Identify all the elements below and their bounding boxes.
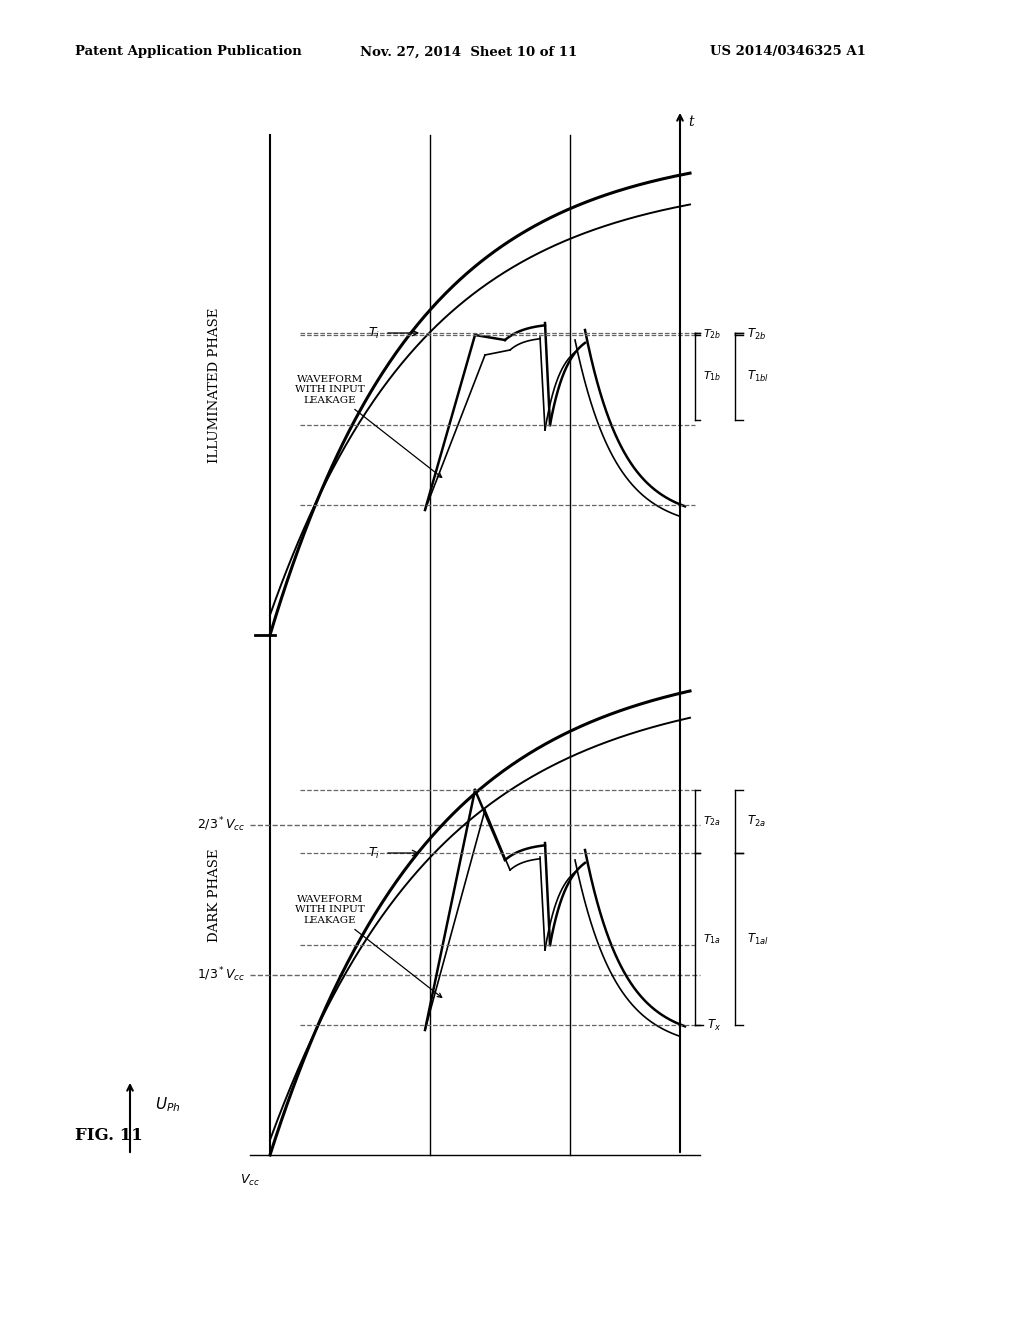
Text: DARK PHASE: DARK PHASE <box>209 849 221 941</box>
Text: Patent Application Publication: Patent Application Publication <box>75 45 302 58</box>
Text: $T_{2b}$: $T_{2b}$ <box>703 327 721 341</box>
Text: $T_i$: $T_i$ <box>368 326 380 341</box>
Text: $T_{2a}$: $T_{2a}$ <box>703 814 721 829</box>
Text: Nov. 27, 2014  Sheet 10 of 11: Nov. 27, 2014 Sheet 10 of 11 <box>360 45 578 58</box>
Text: FIG. 11: FIG. 11 <box>75 1126 142 1143</box>
Text: $V_{cc}$: $V_{cc}$ <box>240 1173 260 1188</box>
Text: $T_x$: $T_x$ <box>707 1018 721 1032</box>
Text: $2/3^* V_{cc}$: $2/3^* V_{cc}$ <box>197 816 245 834</box>
Text: WAVEFORM
WITH INPUT
LEAKAGE: WAVEFORM WITH INPUT LEAKAGE <box>295 375 441 478</box>
Text: $T_{1a}$: $T_{1a}$ <box>703 932 721 946</box>
Text: $T_i$: $T_i$ <box>368 845 380 861</box>
Text: t: t <box>688 115 693 129</box>
Text: $T_{2a}$: $T_{2a}$ <box>746 814 766 829</box>
Text: ILLUMINATED PHASE: ILLUMINATED PHASE <box>209 308 221 463</box>
Text: $T_{2b}$: $T_{2b}$ <box>746 326 766 342</box>
Text: $T_{1al}$: $T_{1al}$ <box>746 932 769 946</box>
Text: $T_{1bl}$: $T_{1bl}$ <box>746 370 769 384</box>
Text: $1/3^* V_{cc}$: $1/3^* V_{cc}$ <box>197 966 245 985</box>
Text: US 2014/0346325 A1: US 2014/0346325 A1 <box>710 45 866 58</box>
Text: WAVEFORM
WITH INPUT
LEAKAGE: WAVEFORM WITH INPUT LEAKAGE <box>295 895 441 998</box>
Text: $U_{Ph}$: $U_{Ph}$ <box>155 1096 180 1114</box>
Text: $T_{1b}$: $T_{1b}$ <box>703 370 721 383</box>
